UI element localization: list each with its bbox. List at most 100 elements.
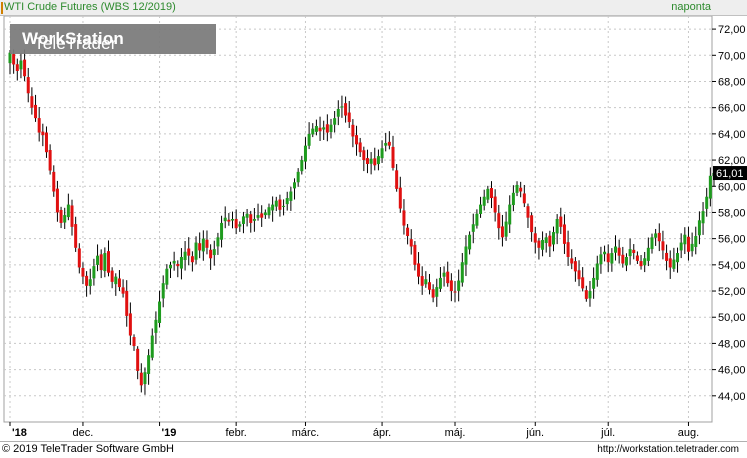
y-tick-label: 48,00	[718, 338, 746, 350]
candle	[172, 251, 176, 271]
candle-body	[592, 277, 596, 289]
candle	[190, 251, 194, 272]
candle-body	[708, 175, 712, 199]
candle	[154, 311, 158, 344]
candle	[588, 280, 592, 307]
candle-body	[241, 216, 245, 224]
candle-body	[614, 246, 618, 253]
candle-body	[114, 276, 118, 285]
candle	[460, 253, 464, 287]
candle-body	[694, 236, 698, 247]
candle	[628, 238, 632, 265]
candle-body	[158, 301, 162, 323]
candle	[643, 251, 647, 273]
candle-body	[413, 244, 417, 265]
candle	[117, 270, 121, 292]
candle-body	[271, 204, 275, 211]
candle	[676, 247, 680, 273]
candle	[369, 152, 373, 175]
candle-body	[460, 262, 464, 283]
candle-body	[12, 54, 16, 65]
watermark-logo: TeleTrader WorkStation	[10, 24, 216, 54]
candle-body	[624, 256, 628, 266]
candle-body	[449, 280, 453, 292]
candle-body	[216, 237, 220, 247]
candle	[8, 50, 12, 75]
candle-body	[37, 118, 41, 133]
candle	[216, 232, 220, 255]
candle-body	[369, 158, 373, 164]
candle	[690, 232, 694, 257]
candle	[267, 203, 271, 219]
candle-body	[63, 215, 67, 223]
price-chart[interactable]: 44,00 46,00 48,00 50,00 52,00 54,00 56,00 58,00…	[0, 16, 747, 441]
candle	[55, 180, 59, 222]
candle	[103, 247, 107, 278]
candle	[314, 119, 318, 136]
candle-body	[249, 214, 253, 223]
candle-body	[139, 372, 143, 386]
candle	[610, 248, 614, 272]
candle	[351, 119, 355, 148]
candle-body	[654, 233, 658, 238]
candle-body	[110, 270, 114, 282]
candle-body	[121, 287, 125, 294]
candle-body	[402, 210, 406, 226]
candle	[537, 237, 541, 260]
candle-body	[267, 207, 271, 216]
y-tick-label: 46,00	[718, 365, 746, 377]
candle	[635, 251, 639, 265]
candle-body	[209, 249, 213, 259]
candle	[599, 246, 603, 274]
candle	[548, 230, 552, 257]
candle-body	[566, 242, 570, 257]
y-tick-label: 56,00	[718, 234, 746, 246]
candle-body	[212, 249, 216, 256]
candle-body	[245, 213, 249, 218]
candle	[661, 230, 665, 260]
candle-body	[380, 148, 384, 159]
candle	[376, 149, 380, 171]
candle	[139, 363, 143, 393]
candle-body	[424, 279, 428, 285]
candle	[708, 167, 712, 207]
candle-body	[44, 132, 48, 153]
candle-body	[187, 248, 191, 256]
y-tick-label: 58,00	[718, 207, 746, 219]
footer-url[interactable]: http://workstation.teletrader.com	[597, 444, 739, 455]
candle	[161, 275, 165, 308]
candle-body	[55, 188, 59, 213]
candle	[289, 186, 293, 211]
candle-body	[453, 291, 457, 293]
candle-body	[431, 289, 435, 298]
candle-body	[201, 238, 205, 252]
candle-body	[479, 204, 483, 214]
candle	[333, 110, 337, 133]
candle-body	[77, 248, 81, 268]
candle	[340, 95, 344, 118]
candle-body	[438, 277, 442, 289]
candle	[515, 181, 519, 197]
candle	[282, 199, 286, 216]
candle-body	[132, 337, 136, 347]
candle	[701, 202, 705, 235]
candle	[475, 209, 479, 229]
candle	[471, 213, 475, 244]
candle	[541, 231, 545, 257]
candle	[296, 168, 300, 187]
candle	[464, 235, 468, 277]
candle-body	[183, 251, 187, 261]
chart-period[interactable]: naponta	[671, 1, 711, 13]
candle-body	[150, 335, 154, 358]
candle	[252, 207, 256, 232]
candle-body	[508, 204, 512, 225]
candle-body	[668, 258, 672, 268]
candle-body	[238, 224, 242, 227]
candle-body	[376, 156, 380, 165]
y-tick-label: 72,00	[718, 24, 746, 36]
candle	[409, 229, 413, 255]
candle-body	[650, 237, 654, 250]
candle	[245, 208, 249, 227]
candle-body	[355, 135, 359, 145]
